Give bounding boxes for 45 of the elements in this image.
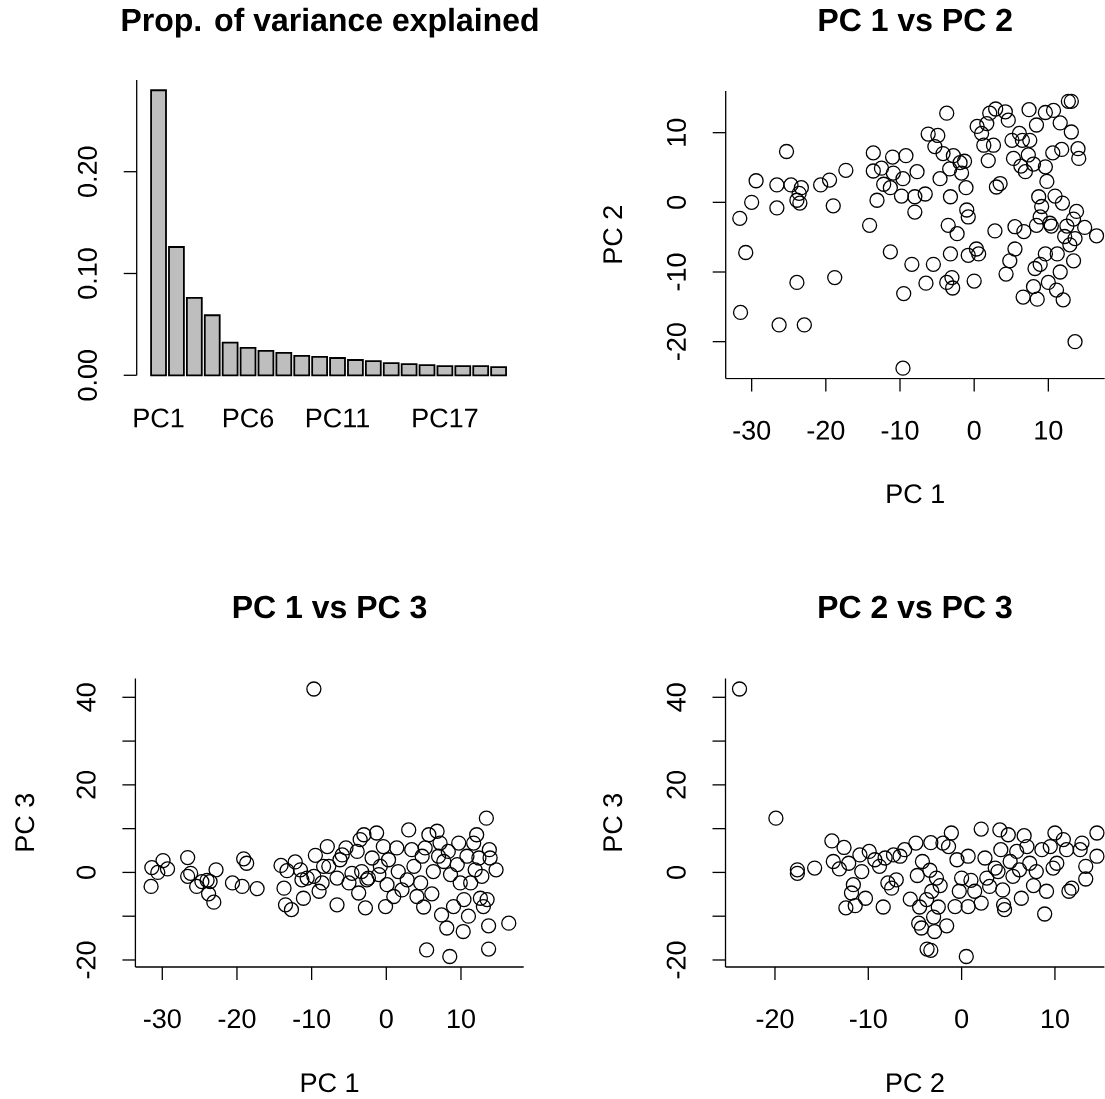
y-tick-label: 0.00 xyxy=(77,350,97,401)
y-tick-label: 0 xyxy=(666,865,686,879)
x-tick-label: -10 xyxy=(849,1009,887,1029)
chart-title: PC 1 vs PC 2 xyxy=(819,8,1012,32)
chart-title: PC 2 vs PC 3 xyxy=(819,595,1012,619)
y-tick-label: 10 xyxy=(666,118,686,146)
x-tick-label: 10 xyxy=(1041,1009,1069,1029)
x-tick-label: PC17 xyxy=(413,408,478,428)
x-tick-label: 0 xyxy=(967,420,981,440)
y-tick-label: 20 xyxy=(76,770,96,799)
y-tick-label: 0.20 xyxy=(77,146,97,197)
bar xyxy=(239,346,257,377)
y-tick-label: 0 xyxy=(666,195,686,209)
y-axis-title: PC 3 xyxy=(15,793,35,851)
y-tick-label: 40 xyxy=(666,683,686,712)
x-tick-label: -30 xyxy=(733,420,771,440)
x-tick-label: -30 xyxy=(143,1009,181,1029)
chart-title: Prop. of variance explained xyxy=(122,7,538,38)
x-tick-label: -10 xyxy=(293,1009,331,1029)
x-axis-title: PC 2 xyxy=(887,1073,944,1093)
y-tick-label: -20 xyxy=(666,323,686,360)
x-axis-title: PC 1 xyxy=(887,484,944,504)
y-tick-label: 40 xyxy=(76,683,96,712)
chart-title: PC 1 vs PC 3 xyxy=(233,595,427,619)
x-tick-label: -20 xyxy=(807,420,845,440)
y-tick-label: -10 xyxy=(666,253,686,291)
y-axis-title: PC 3 xyxy=(603,793,623,851)
x-tick-label: PC11 xyxy=(306,408,369,428)
x-tick-label: PC1 xyxy=(134,408,184,428)
x-tick-label: 0 xyxy=(955,1009,969,1029)
bar xyxy=(418,364,436,377)
y-tick-label: -20 xyxy=(76,941,96,979)
y-axis-title: PC 2 xyxy=(603,206,623,263)
y-tick-label: 0.10 xyxy=(77,248,97,299)
x-tick-label: 0 xyxy=(379,1009,393,1029)
x-tick-label: -20 xyxy=(756,1009,794,1029)
x-tick-label: 10 xyxy=(1035,420,1063,440)
y-tick-label: 0 xyxy=(76,865,96,879)
y-tick-label: -20 xyxy=(666,941,686,979)
x-tick-label: -20 xyxy=(218,1009,256,1029)
x-axis-title: PC 1 xyxy=(301,1073,359,1093)
x-tick-label: -10 xyxy=(881,420,919,440)
y-tick-label: 20 xyxy=(666,770,686,799)
x-tick-label: 10 xyxy=(448,1009,475,1029)
x-tick-label: PC6 xyxy=(223,408,274,428)
